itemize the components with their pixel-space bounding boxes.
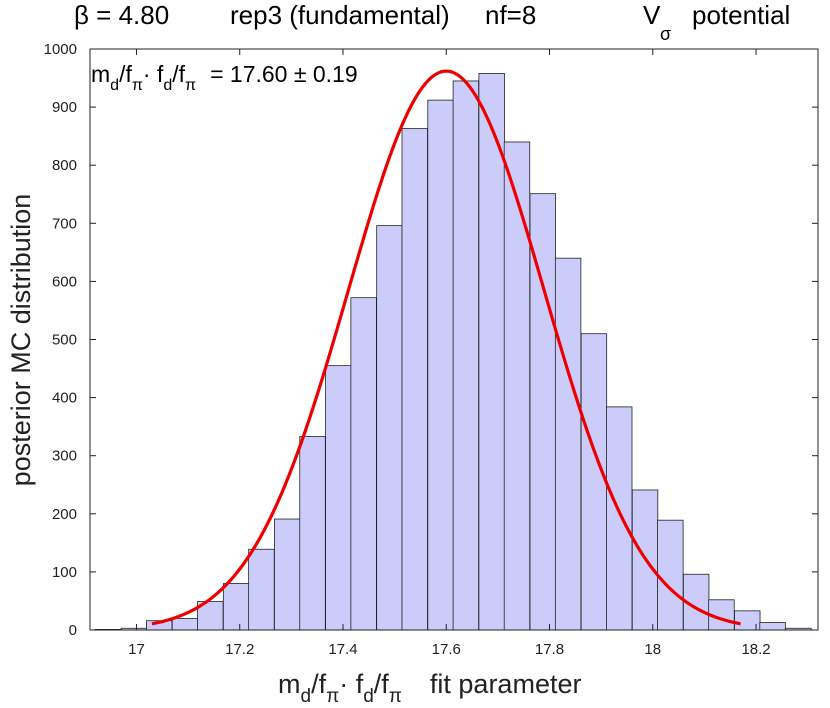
y-tick-label: 1000 — [44, 41, 77, 58]
y-tick-label: 400 — [52, 390, 77, 407]
y-axis-label: posterior MC distribution — [6, 194, 36, 487]
histogram-bar — [427, 99, 454, 631]
histogram-bar — [401, 128, 428, 631]
annot-dot: · f — [143, 61, 164, 87]
histogram-bar — [376, 225, 403, 631]
histogram-bar — [325, 365, 352, 631]
y-tick-label: 200 — [52, 506, 77, 523]
histogram-bars — [94, 73, 812, 631]
x-axis-label: md/fπ· fd/fπ fit parameter — [278, 669, 581, 707]
y-tick-label: 0 — [69, 622, 77, 639]
histogram-bar — [222, 583, 250, 631]
annot-slash2: /f — [172, 61, 185, 87]
annot-sub-pi2: π — [185, 77, 196, 94]
histogram-bar — [452, 80, 480, 631]
annot-value: = 17.60 ± 0.19 — [210, 61, 358, 87]
x-tick-label: 18.2 — [741, 641, 770, 658]
chart-title-nf: nf=8 — [485, 0, 536, 30]
chart-title-potential-word: potential — [692, 0, 790, 30]
x-tick-label: 17.2 — [225, 641, 254, 658]
histogram-bar — [350, 297, 377, 631]
xlabel-rest: fit parameter — [430, 669, 582, 699]
histogram-bar — [171, 617, 199, 631]
xlabel-sub-d2: d — [363, 686, 374, 707]
chart-title-beta: β = 4.80 — [74, 0, 169, 30]
xlabel-dot: · f — [339, 669, 363, 699]
x-tick-label: 17 — [128, 641, 145, 658]
annot-m: m — [91, 61, 110, 87]
x-tick-label: 17.4 — [328, 641, 357, 658]
y-tick-label: 300 — [52, 448, 77, 465]
histogram-bar — [248, 548, 275, 631]
y-tick-label: 100 — [52, 564, 77, 581]
y-tick-label: 800 — [52, 157, 77, 174]
gaussian-fit-curve — [151, 69, 741, 626]
annot-sub-pi1: π — [132, 77, 143, 94]
histogram-bar — [299, 436, 326, 631]
histogram-bar — [554, 257, 582, 631]
xlabel-slash2: /f — [374, 669, 390, 699]
y-tick-label: 600 — [52, 273, 77, 290]
chart-title-rep: rep3 (fundamental) — [230, 0, 450, 30]
chart-title-potential-sub: σ — [660, 24, 671, 44]
y-tick-label: 900 — [52, 99, 77, 116]
xlabel-slash1: /f — [311, 669, 327, 699]
annot-slash1: /f — [119, 61, 132, 87]
y-axis-ticks: 0 100 200 300 400 500 600 700 800 900 1000 — [44, 41, 818, 639]
histogram-bar — [503, 141, 531, 631]
xlabel-sub-pi2: π — [389, 686, 402, 707]
x-tick-label: 17.8 — [535, 641, 564, 658]
y-tick-label: 700 — [52, 215, 77, 232]
annot-sub-d1: d — [110, 77, 119, 94]
xlabel-sub-d1: d — [301, 686, 312, 707]
histogram-bar — [478, 73, 505, 631]
fit-result-annotation: md/fπ· fd/fπ = 17.60 ± 0.19 — [91, 61, 358, 94]
histogram-bar — [606, 406, 633, 631]
xlabel-sub-pi1: π — [326, 686, 339, 707]
y-tick-label: 500 — [52, 332, 77, 349]
xlabel-m: m — [278, 669, 301, 699]
x-tick-label: 18 — [644, 641, 661, 658]
chart-title-potential-v: V — [643, 0, 661, 30]
x-tick-label: 17.6 — [432, 641, 461, 658]
histogram-bar — [657, 519, 684, 631]
annot-sub-d2: d — [163, 77, 172, 94]
histogram-bar — [759, 622, 786, 631]
histogram-bar — [274, 518, 301, 631]
histogram-bar — [580, 333, 608, 631]
x-axis-ticks: 17 17.2 17.4 17.6 17.8 18 18.2 — [128, 49, 771, 658]
